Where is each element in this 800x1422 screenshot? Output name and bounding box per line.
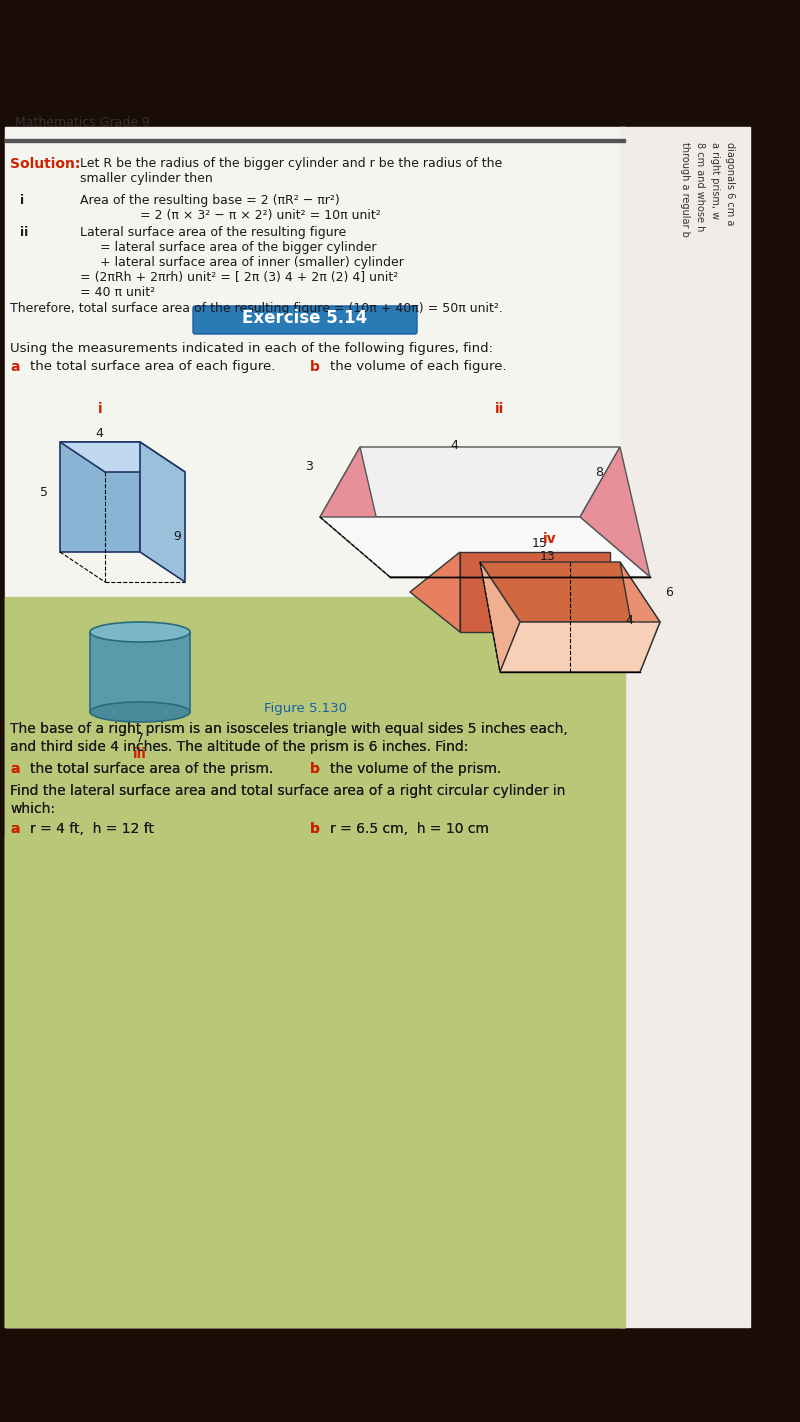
Polygon shape — [60, 442, 140, 552]
Text: 3: 3 — [305, 461, 313, 474]
Text: the total surface area of each figure.: the total surface area of each figure. — [30, 360, 275, 373]
Text: b: b — [310, 762, 320, 776]
Text: and third side 4 inches. The altitude of the prism is 6 inches. Find:: and third side 4 inches. The altitude of… — [10, 739, 468, 754]
Text: r = 4 ft,  h = 12 ft: r = 4 ft, h = 12 ft — [30, 822, 154, 836]
Text: Therefore, total surface area of the resulting figure = (10π + 40π) = 50π unit².: Therefore, total surface area of the res… — [10, 301, 503, 316]
Text: Lateral surface area of the resulting figure: Lateral surface area of the resulting fi… — [80, 226, 346, 239]
Text: iii: iii — [133, 747, 147, 761]
Polygon shape — [620, 562, 660, 673]
Ellipse shape — [90, 702, 190, 722]
Polygon shape — [480, 562, 660, 621]
Text: a: a — [10, 762, 19, 776]
Text: 8 cm and whose h: 8 cm and whose h — [695, 142, 705, 232]
Text: smaller cylinder then: smaller cylinder then — [80, 172, 213, 185]
Polygon shape — [60, 442, 185, 472]
Bar — [5, 139, 625, 142]
Text: i: i — [98, 402, 102, 417]
Text: The base of a right prism is an isosceles triangle with equal sides 5 inches eac: The base of a right prism is an isoscele… — [10, 722, 568, 737]
Polygon shape — [140, 442, 185, 582]
Polygon shape — [320, 447, 620, 518]
Text: which:: which: — [10, 802, 55, 816]
Text: Area of the resulting base = 2 (πR² − πr²): Area of the resulting base = 2 (πR² − πr… — [80, 193, 340, 208]
Text: 6: 6 — [665, 586, 673, 599]
Polygon shape — [500, 621, 660, 673]
Polygon shape — [320, 518, 650, 577]
Text: = lateral surface area of the bigger cylinder: = lateral surface area of the bigger cyl… — [100, 240, 377, 255]
Text: = 40 π unit²: = 40 π unit² — [80, 286, 155, 299]
Polygon shape — [410, 552, 460, 631]
Text: 7: 7 — [136, 732, 144, 745]
Text: 9: 9 — [173, 530, 181, 543]
Text: the total surface area of the prism.: the total surface area of the prism. — [30, 762, 274, 776]
Text: a: a — [10, 360, 19, 374]
Bar — [0, 0, 800, 100]
Text: a: a — [10, 822, 19, 836]
Text: 8: 8 — [595, 465, 603, 478]
FancyBboxPatch shape — [193, 306, 417, 334]
Bar — [620, 127, 750, 1327]
Text: Find the lateral surface area and total surface area of a right circular cylinde: Find the lateral surface area and total … — [10, 784, 566, 798]
Bar — [5, 597, 625, 1327]
Text: Exercise 5.14: Exercise 5.14 — [242, 309, 368, 327]
Text: b: b — [310, 822, 320, 836]
Text: Let R be the radius of the bigger cylinder and r be the radius of the: Let R be the radius of the bigger cylind… — [80, 156, 502, 171]
Text: = (2πRh + 2πrh) unit² = [ 2π (3) 4 + 2π (2) 4] unit²: = (2πRh + 2πrh) unit² = [ 2π (3) 4 + 2π … — [80, 272, 398, 284]
Text: Figure 5.130: Figure 5.130 — [263, 702, 346, 715]
Text: and third side 4 inches. The altitude of the prism is 6 inches. Find:: and third side 4 inches. The altitude of… — [10, 739, 468, 754]
Text: a: a — [10, 762, 19, 776]
Text: i: i — [20, 193, 24, 208]
Text: b: b — [310, 822, 320, 836]
Text: r = 6.5 cm,  h = 10 cm: r = 6.5 cm, h = 10 cm — [330, 822, 489, 836]
Text: the total surface area of the prism.: the total surface area of the prism. — [30, 762, 274, 776]
Bar — [90, 631, 190, 712]
Text: a: a — [10, 822, 19, 836]
Text: iv: iv — [543, 532, 557, 546]
Polygon shape — [460, 552, 610, 631]
Text: the volume of the prism.: the volume of the prism. — [330, 762, 502, 776]
Text: a right prism, w: a right prism, w — [710, 142, 720, 219]
Text: = 2 (π × 3² − π × 2²) unit² = 10π unit²: = 2 (π × 3² − π × 2²) unit² = 10π unit² — [140, 209, 381, 222]
Text: diagonals 6 cm a: diagonals 6 cm a — [725, 142, 735, 225]
Text: 15: 15 — [532, 538, 548, 550]
Text: 13: 13 — [540, 550, 556, 563]
Text: which:: which: — [10, 802, 55, 816]
Text: r = 6.5 cm,  h = 10 cm: r = 6.5 cm, h = 10 cm — [330, 822, 489, 836]
Text: r = 4 ft,  h = 12 ft: r = 4 ft, h = 12 ft — [30, 822, 154, 836]
Text: Solution:: Solution: — [10, 156, 80, 171]
Text: 4: 4 — [450, 439, 458, 452]
Polygon shape — [480, 562, 520, 673]
Text: the volume of each figure.: the volume of each figure. — [330, 360, 506, 373]
Text: 4: 4 — [625, 613, 633, 627]
Text: through a regular b: through a regular b — [680, 142, 690, 237]
Bar — [5, 838, 625, 1327]
Text: ii: ii — [20, 226, 28, 239]
Text: b: b — [310, 360, 320, 374]
Text: b: b — [310, 762, 320, 776]
Text: the volume of the prism.: the volume of the prism. — [330, 762, 502, 776]
Text: 4: 4 — [95, 427, 103, 439]
Polygon shape — [320, 447, 390, 577]
Text: Using the measurements indicated in each of the following figures, find:: Using the measurements indicated in each… — [10, 343, 493, 356]
Text: Find the lateral surface area and total surface area of a right circular cylinde: Find the lateral surface area and total … — [10, 784, 566, 798]
Text: ii: ii — [495, 402, 505, 417]
Text: The base of a right prism is an isosceles triangle with equal sides 5 inches eac: The base of a right prism is an isoscele… — [10, 722, 568, 737]
Text: Mathematics Grade 9: Mathematics Grade 9 — [15, 115, 150, 128]
Text: 5: 5 — [40, 485, 48, 499]
Text: + lateral surface area of inner (smaller) cylinder: + lateral surface area of inner (smaller… — [100, 256, 404, 269]
Bar — [5, 127, 625, 1327]
Polygon shape — [580, 447, 650, 577]
Ellipse shape — [90, 621, 190, 641]
